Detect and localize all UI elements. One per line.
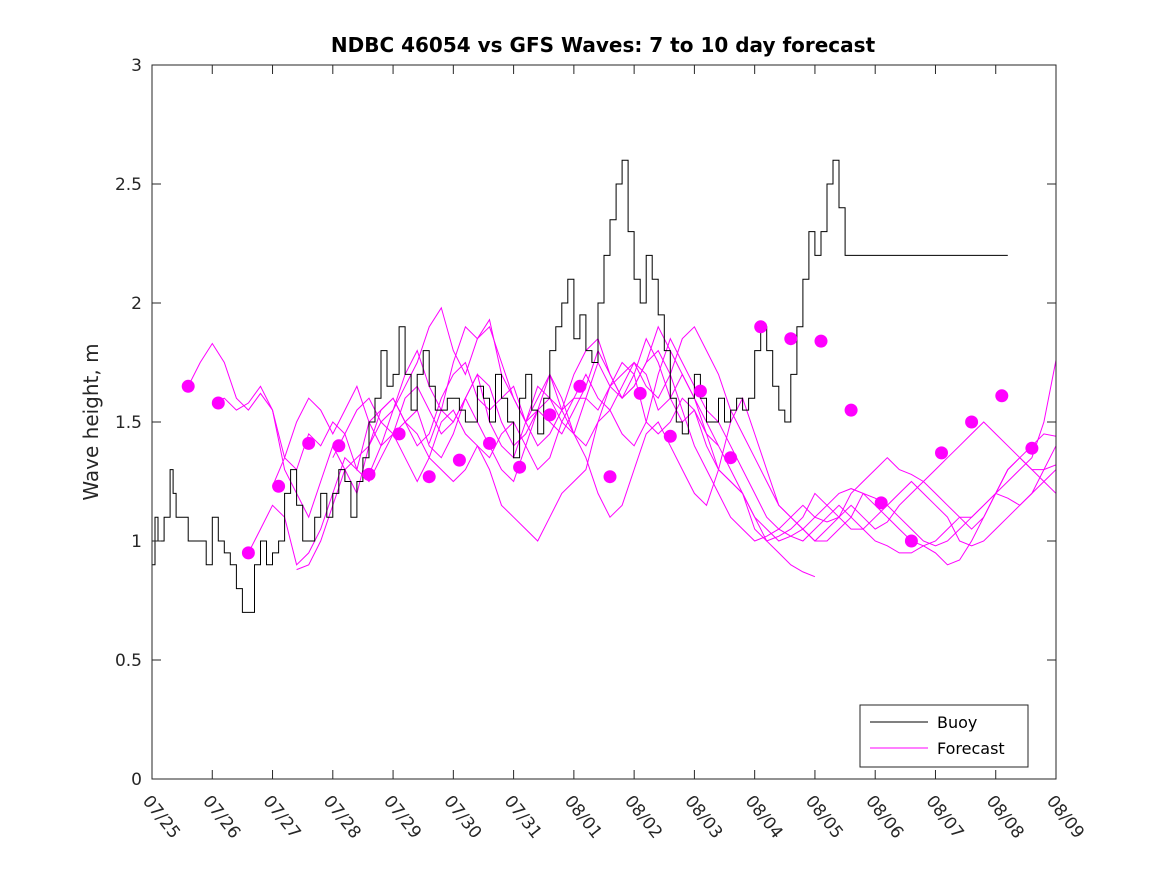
forecast-marker [272,479,286,493]
forecast-marker [392,427,406,441]
forecast-series-line [247,361,1056,566]
forecast-marker [543,408,557,422]
legend-label: Buoy [937,713,977,732]
forecast-marker [332,439,346,453]
legend: Buoy Forecast [859,704,1029,768]
forecast-marker [633,386,647,400]
forecast-marker [573,379,587,393]
forecast-marker [362,467,376,481]
forecast-marker [874,496,888,510]
y-tick-label: 1.5 [115,413,142,433]
forecast-marker [754,320,768,334]
forecast-marker [513,460,527,474]
forecast-marker [693,384,707,398]
legend-box [859,704,1029,768]
forecast-marker [211,396,225,410]
y-axis-label: Wave height, m [79,343,103,500]
forecast-marker [302,436,316,450]
forecast-marker [452,453,466,467]
forecast-marker [935,446,948,460]
y-tick-label: 1 [131,532,142,552]
plot-area [152,159,1056,613]
y-tick-label: 0.5 [115,651,142,671]
forecast-marker [995,389,1009,403]
forecast-marker [663,429,677,443]
forecast-marker [483,436,496,450]
forecast-marker [603,470,617,484]
forecast-marker [844,403,858,417]
forecast-marker [241,546,255,560]
forecast-marker [904,534,918,548]
forecast-marker [181,379,195,393]
y-tick-label: 0 [131,770,142,790]
forecast-marker [814,334,828,348]
forecast-series-line [272,337,1056,542]
forecast-marker [422,470,436,484]
y-tick-label: 2.5 [115,175,142,195]
forecast-marker [784,332,798,346]
forecast-series-line [368,306,1056,554]
y-tick-label: 3 [131,56,142,76]
forecast-marker [724,451,738,465]
y-tick-label: 2 [131,294,142,314]
forecast-series-line [187,342,816,578]
forecast-series-line [296,325,1056,571]
forecast-marker [965,415,979,429]
chart-title: NDBC 46054 vs GFS Waves: 7 to 10 day for… [331,33,876,57]
legend-label: Forecast [937,739,1005,758]
forecast-marker [1025,441,1039,455]
